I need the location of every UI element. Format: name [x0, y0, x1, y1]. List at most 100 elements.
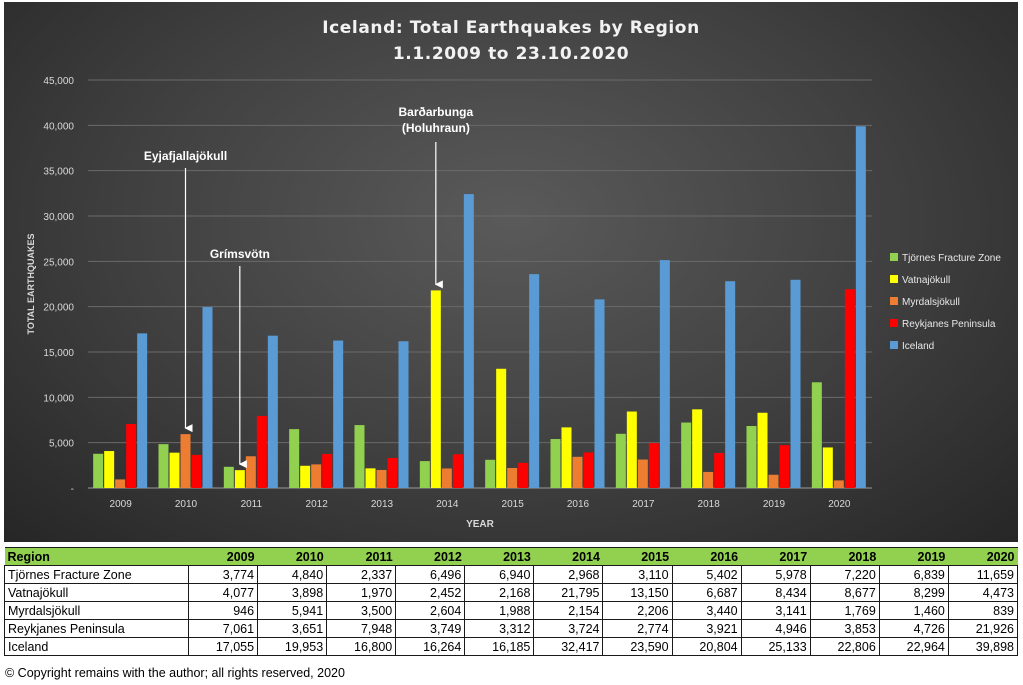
y-tick-label: -	[71, 484, 74, 495]
bar-vatnajökull-2017	[626, 411, 637, 488]
table-row: Tjörnes Fracture Zone 3,774 4,840 2,337 6,49…	[4, 565, 1019, 584]
x-tick-label: 2017	[632, 499, 655, 510]
bar-reykjanes-peninsula-2009	[126, 423, 137, 488]
table-cell: 13,150	[602, 583, 673, 602]
x-tick-label: 2011	[241, 499, 263, 510]
bar-vatnajökull-2016	[561, 427, 572, 488]
chart-subtitle: 1.1.2009 to 23.10.2020	[393, 44, 629, 64]
bar-tjörnes-fracture-zone-2019	[746, 425, 757, 488]
bar-iceland-2011	[267, 335, 278, 488]
bar-iceland-2018	[725, 281, 736, 488]
table-cell: 11,659	[947, 565, 1019, 584]
bar-tjörnes-fracture-zone-2017	[615, 433, 626, 488]
bar-reykjanes-peninsula-2011	[256, 415, 267, 488]
annotation-label: Eyjafjallajökull	[144, 149, 227, 163]
x-axis-title: YEAR	[466, 519, 495, 530]
table-cell: 2,452	[395, 583, 466, 602]
bar-myrdalsjökull-2020	[833, 480, 844, 488]
bar-tjörnes-fracture-zone-2013	[354, 425, 365, 488]
table-header-year: 2014	[533, 547, 603, 566]
table-cell: 8,299	[878, 583, 949, 602]
x-tick-label: 2014	[436, 499, 459, 510]
table-row-label: Iceland	[4, 637, 189, 656]
table-cell: 6,496	[395, 565, 466, 584]
table-header-year: 2012	[395, 547, 465, 566]
table-cell: 20,804	[671, 637, 742, 656]
bar-myrdalsjökull-2016	[572, 456, 583, 488]
bar-reykjanes-peninsula-2010	[191, 454, 202, 488]
table-header-year: 2011	[326, 547, 396, 566]
table-row-label: Myrdalsjökull	[4, 601, 189, 620]
table-row: Vatnajökull 4,077 3,898 1,970 2,452 2,168 21,7…	[4, 583, 1019, 602]
bar-myrdalsjökull-2019	[768, 474, 779, 488]
table-cell: 2,968	[533, 565, 604, 584]
bar-tjörnes-fracture-zone-2009	[93, 453, 104, 488]
table-row-label: Tjörnes Fracture Zone	[4, 565, 189, 584]
table-cell: 22,964	[878, 637, 949, 656]
table-header-year: 2019	[879, 547, 949, 566]
bar-iceland-2015	[529, 274, 540, 488]
table-cell: 3,749	[395, 619, 466, 638]
legend-label: Vatnajökull	[902, 275, 950, 286]
table-row: Iceland 17,055 19,953 16,800 16,264 16,185 32,…	[4, 637, 1019, 656]
table-header-year: 2009	[188, 547, 258, 566]
table-header-year: 2018	[810, 547, 880, 566]
bar-myrdalsjökull-2015	[507, 467, 518, 488]
annotation-label: Barðarbunga	[398, 105, 473, 119]
x-tick-label: 2013	[371, 499, 394, 510]
bar-myrdalsjökull-2013	[376, 469, 387, 488]
bar-vatnajökull-2015	[496, 368, 507, 488]
bar-myrdalsjökull-2018	[703, 471, 714, 488]
table-cell: 6,940	[464, 565, 535, 584]
table-cell: 3,110	[602, 565, 673, 584]
legend-swatch-reykjanes-peninsula	[890, 319, 898, 327]
y-tick-label: 30,000	[43, 212, 74, 223]
data-table: Region 2009 2010 2011 2012 2013 2014 2015 2016 20…	[4, 547, 1019, 656]
table-cell: 7,061	[187, 619, 259, 638]
table-cell: 22,806	[809, 637, 880, 656]
x-tick-label: 2019	[763, 499, 786, 510]
table-header-year: 2013	[464, 547, 534, 566]
table-cell: 3,724	[533, 619, 604, 638]
bar-iceland-2019	[790, 279, 801, 488]
y-tick-label: 10,000	[43, 393, 74, 404]
table-cell: 5,978	[740, 565, 811, 584]
table-cell: 8,677	[809, 583, 880, 602]
table-cell: 6,839	[878, 565, 949, 584]
x-tick-label: 2020	[828, 499, 851, 510]
legend-label: Reykjanes Peninsula	[902, 319, 996, 330]
table-header-year: 2016	[672, 547, 742, 566]
y-axis-title: TOTAL EARTHQUAKES	[26, 233, 36, 334]
table-cell: 21,795	[533, 583, 604, 602]
y-tick-label: 25,000	[43, 257, 74, 268]
table-cell: 3,774	[187, 565, 259, 584]
bar-vatnajökull-2013	[365, 468, 376, 488]
annotation-label: (Holuhraun)	[402, 121, 470, 135]
table-row: Reykjanes Peninsula 7,061 3,651 7,948 3,749 3…	[4, 619, 1019, 638]
table-cell: 8,434	[740, 583, 811, 602]
table-cell: 4,946	[740, 619, 811, 638]
y-tick-label: 45,000	[43, 76, 74, 87]
chart-title: Iceland: Total Earthquakes by Region	[322, 18, 700, 38]
bar-tjörnes-fracture-zone-2012	[289, 429, 300, 488]
y-tick-label: 20,000	[43, 303, 74, 314]
bar-vatnajökull-2018	[692, 409, 703, 488]
bar-vatnajökull-2011	[234, 470, 245, 488]
bar-tjörnes-fracture-zone-2015	[485, 459, 496, 488]
chart-panel: Iceland: Total Earthquakes by Region 1.1.…	[4, 2, 1018, 542]
table-cell: 839	[947, 601, 1019, 620]
bar-reykjanes-peninsula-2013	[387, 457, 398, 488]
bar-tjörnes-fracture-zone-2020	[811, 382, 822, 488]
legend-swatch-myrdalsjökull	[890, 297, 898, 305]
bar-tjörnes-fracture-zone-2010	[158, 444, 169, 488]
x-tick-label: 2010	[175, 499, 198, 510]
bar-vatnajökull-2019	[757, 412, 768, 488]
bar-reykjanes-peninsula-2012	[322, 454, 333, 488]
table-cell: 946	[187, 601, 259, 620]
bar-reykjanes-peninsula-2016	[583, 452, 594, 488]
x-tick-label: 2009	[110, 499, 133, 510]
table-header-region: Region	[4, 547, 189, 566]
table-cell: 3,921	[671, 619, 742, 638]
table-cell: 23,590	[602, 637, 673, 656]
bar-iceland-2016	[594, 299, 605, 488]
